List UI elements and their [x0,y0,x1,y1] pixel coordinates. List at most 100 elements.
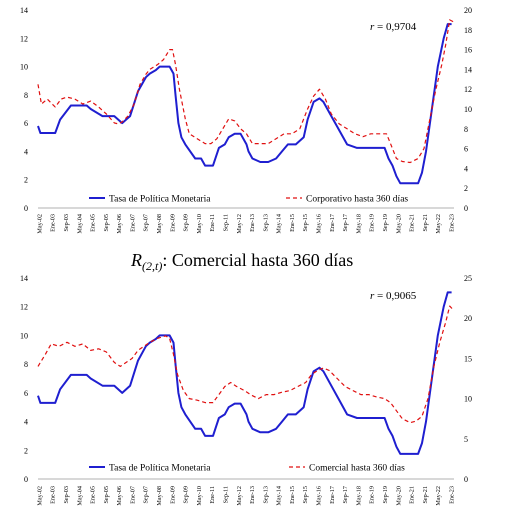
x-tick-label: Ene-09 [169,214,176,232]
x-tick-label: Ene-07 [129,214,136,232]
right-y-tick-label: 20 [464,6,472,15]
right-y-tick-label: 16 [464,46,472,55]
right-y-tick-label: 2 [464,184,468,193]
x-tick-label: Ene-07 [129,486,136,504]
x-tick-label: May-16 [316,486,323,506]
right-y-tick-label: 0 [464,204,468,213]
left-y-tick-label: 12 [20,34,28,43]
x-tick-label: May-22 [435,214,442,234]
x-tick-label: May-10 [196,486,203,506]
left-y-tick-label: 10 [20,331,28,340]
correlation-label: r = 0,9065 [370,290,417,302]
x-tick-label: Sep-19 [382,214,389,232]
x-tick-label: Ene-03 [50,214,57,232]
legend-label-tpm: Tasa de Política Monetaria [109,464,211,474]
x-tick-label: Sep-21 [422,214,429,232]
left-y-tick-label: 0 [24,475,28,484]
x-tick-label: Ene-21 [409,214,416,232]
right-y-tick-label: 10 [464,395,472,404]
x-tick-label: May-02 [36,214,43,234]
x-tick-label: Ene-05 [90,486,97,504]
left-y-tick-label: 2 [24,446,28,455]
right-y-tick-label: 10 [464,105,472,114]
x-tick-label: Ene-09 [169,486,176,504]
x-tick-label: Ene-19 [369,214,376,232]
left-y-tick-label: 14 [20,6,28,15]
right-y-tick-label: 14 [464,65,472,74]
x-tick-label: Ene-03 [50,486,57,504]
x-tick-label: May-20 [395,486,402,506]
right-y-tick-label: 18 [464,26,472,35]
legend-background [285,460,455,474]
legend-label-dashed: Corporativo hasta 360 días [306,195,408,205]
chart-panel-1: 0 2 4 6 8 10 12 14 0 2 4 6 8 10 12 14 16 18 20 May-02 Ene-03… [20,6,472,234]
x-tick-label: Sep-09 [183,214,190,232]
right-y-tick-label: 5 [464,435,468,444]
x-tick-label: Ene-15 [289,486,296,504]
x-tick-label: Sep-17 [342,214,349,232]
legend-background [85,191,275,205]
left-y-tick-label: 8 [24,91,28,100]
chart-panel-2: R(2,t): Comercial hasta 360 días 0 2 4 6 8 10 1… [20,250,472,506]
left-y-tick-label: 14 [20,274,28,283]
legend-background [282,191,452,205]
x-tick-label: Ene-15 [289,214,296,232]
left-y-tick-label: 6 [24,389,28,398]
x-tick-label: Ene-13 [249,214,256,232]
x-tick-label: Sep-03 [63,214,70,232]
x-tick-label: Ene-13 [249,486,256,504]
x-tick-label: Sep-03 [63,486,70,504]
right-y-tick-label: 0 [464,475,468,484]
x-tick-label: Sep-11 [222,486,229,503]
x-tick-label: May-22 [435,486,442,506]
x-tick-label: May-06 [116,486,123,506]
series-line-dashed [37,305,455,424]
x-tick-label: May-14 [276,214,283,234]
x-tick-label: May-16 [316,214,323,234]
right-y-tick-label: 4 [464,164,468,173]
x-tick-label: Sep-05 [103,486,110,504]
x-tick-label: May-04 [76,214,83,234]
x-tick-label: Ene-11 [209,486,216,504]
x-tick-label: Sep-09 [183,486,190,504]
left-y-tick-label: 0 [24,204,28,213]
x-tick-label: Sep-11 [222,214,229,231]
right-y-tick-label: 8 [464,125,468,134]
legend-background [85,460,275,474]
x-tick-label: Ene-19 [369,486,376,504]
x-tick-label: Ene-17 [329,214,336,232]
series-line-tpm [37,291,452,455]
left-y-tick-label: 12 [20,303,28,312]
x-tick-label: Ene-11 [209,214,216,232]
left-y-tick-label: 2 [24,176,28,185]
x-tick-label: Ene-23 [448,486,455,504]
x-tick-label: Sep-21 [422,486,429,504]
right-y-tick-label: 20 [464,314,472,323]
x-tick-label: Sep-13 [262,214,269,232]
x-tick-label: Sep-13 [262,486,269,504]
legend-label-dashed: Comercial hasta 360 días [309,464,405,474]
x-tick-label: May-02 [36,486,43,506]
left-y-tick-label: 10 [20,63,28,72]
right-y-tick-label: 12 [464,85,472,94]
x-tick-label: Sep-17 [342,486,349,504]
right-y-tick-label: 15 [464,354,472,363]
left-y-tick-label: 4 [24,147,28,156]
x-tick-label: May-08 [156,214,163,234]
x-tick-label: Ene-23 [448,214,455,232]
x-tick-label: May-18 [355,486,362,506]
x-tick-label: May-18 [355,214,362,234]
x-tick-label: May-12 [236,214,243,234]
x-tick-label: May-12 [236,486,243,506]
x-tick-label: May-04 [76,486,83,506]
legend-label-tpm: Tasa de Política Monetaria [109,195,211,205]
correlation-label: r = 0,9704 [370,21,417,33]
x-tick-label: May-10 [196,214,203,234]
x-tick-label: May-14 [276,486,283,506]
x-tick-label: Ene-05 [90,214,97,232]
x-tick-label: Sep-15 [302,214,309,232]
right-y-tick-label: 6 [464,145,468,154]
x-tick-label: Sep-07 [143,214,150,232]
